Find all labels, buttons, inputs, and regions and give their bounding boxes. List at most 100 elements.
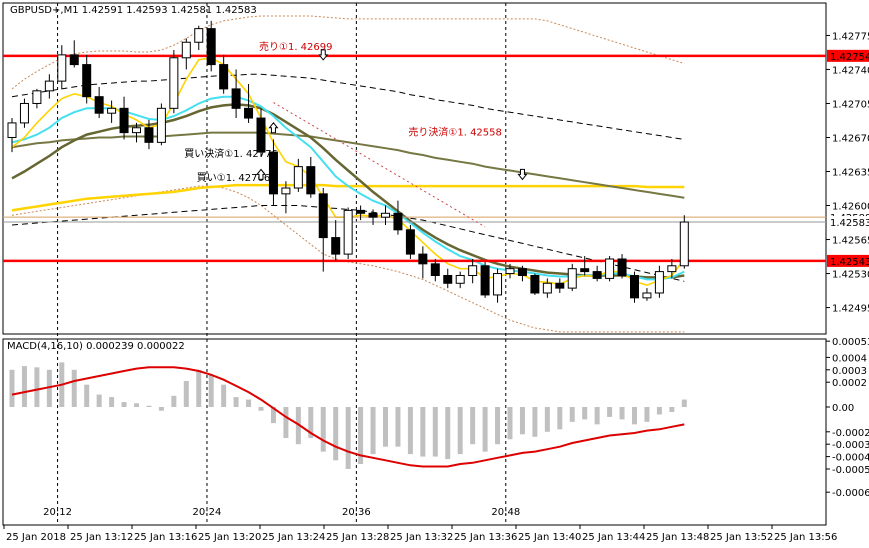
time-gridlines	[57, 3, 507, 525]
candle-bear	[430, 263, 440, 276]
candle	[32, 88, 42, 109]
macd-histogram-bar	[482, 407, 488, 452]
candle	[181, 38, 191, 70]
candle	[194, 25, 204, 51]
candle-bull	[194, 28, 204, 43]
candle-bear	[580, 268, 590, 273]
buy-arrow-icon	[268, 121, 279, 134]
candle-bear	[219, 64, 229, 90]
candle	[132, 122, 141, 143]
candle	[169, 50, 179, 114]
candle-bear	[356, 209, 366, 214]
candle-bull	[381, 212, 390, 218]
macd-histogram-bar	[109, 397, 115, 407]
candle	[144, 119, 154, 150]
macd-histogram-bar	[171, 395, 177, 407]
macd-histogram-bar	[619, 407, 625, 420]
candle-bear	[630, 274, 639, 299]
candle	[517, 265, 527, 282]
candle	[256, 108, 266, 157]
candle	[630, 271, 639, 303]
macd-histogram-bar	[270, 407, 276, 424]
date-label: 25 Jan 13:52	[710, 532, 773, 543]
candle-bear	[530, 274, 540, 294]
macd-histogram-bar	[333, 407, 339, 461]
candle-bull	[343, 209, 353, 255]
candle	[306, 156, 316, 198]
horizontal-lines	[3, 54, 826, 263]
macd-histogram-bar	[470, 407, 476, 445]
price-tick-label: 1.42600	[832, 202, 869, 213]
candle-bull	[455, 274, 465, 284]
macd-histogram-bar	[507, 407, 513, 440]
candle	[505, 263, 515, 279]
candle-bear	[617, 258, 627, 276]
bollinger-upper	[11, 15, 685, 90]
macd-tick-label: 0.00	[832, 403, 854, 414]
candle-bull	[281, 187, 291, 195]
candle-bull	[7, 122, 17, 138]
candle-bull	[542, 282, 552, 294]
date-label: 25 Jan 13:40	[518, 532, 581, 543]
price-panel-frame	[2, 2, 827, 335]
macd-histogram-bar	[46, 369, 52, 407]
price-tick-label: 1.42740	[832, 65, 869, 76]
macd-tick-label: -0.0002	[832, 428, 869, 439]
macd-histogram-bar	[569, 407, 575, 422]
macd-histogram-bar	[519, 407, 525, 435]
macd-histogram-bar	[134, 403, 139, 407]
date-label: 25 Jan 13:44	[582, 532, 645, 543]
candle-bull	[293, 166, 303, 189]
candle-bull	[107, 107, 117, 114]
candle	[331, 220, 341, 261]
macd-histogram-bar	[432, 407, 438, 457]
bid-tag	[827, 216, 869, 229]
macd-histogram-bar	[544, 407, 550, 432]
candle-bear	[69, 54, 79, 66]
macd-tick-label: -0.000687	[832, 488, 869, 499]
candle	[542, 278, 552, 298]
price-tick-label: 1.42705	[832, 99, 869, 110]
candle	[443, 268, 453, 289]
candle	[455, 271, 465, 289]
candle-bear	[231, 88, 241, 109]
candle-bear	[517, 268, 527, 276]
candle-bull	[605, 258, 615, 279]
candle-bear	[592, 271, 602, 279]
date-label: 25 Jan 13:48	[646, 532, 709, 543]
candle-bull	[567, 268, 577, 289]
macd-histogram-bar	[445, 407, 451, 460]
trade-label: 買い決済①1. 42776	[184, 147, 277, 160]
date-label: 25 Jan 13:16	[134, 532, 197, 543]
macd-histogram-bar	[407, 407, 413, 455]
macd-histogram-bar	[582, 407, 588, 420]
candle-bear	[94, 96, 104, 114]
macd-histogram-bar	[21, 366, 27, 407]
buy-arrow-icon	[255, 168, 267, 180]
candle-bull	[156, 107, 166, 143]
candle	[605, 256, 615, 282]
sell-arrow-icon	[517, 168, 528, 181]
candle	[468, 258, 478, 284]
candle	[418, 246, 428, 279]
macd-tick-label: 0.0003	[832, 366, 867, 377]
macd-signal-line	[11, 366, 685, 468]
candle	[268, 139, 278, 206]
time-label: 20:12	[43, 507, 72, 518]
bid-tag-label: 1.42583	[830, 218, 869, 229]
candle	[44, 74, 54, 99]
macd-tick-label: -0.0003	[832, 440, 869, 451]
candle-bear	[418, 253, 428, 265]
macd-histogram-bar	[594, 407, 600, 425]
candle-bull	[505, 268, 515, 275]
candle-bear	[405, 229, 415, 255]
date-label: 25 Jan 13:24	[262, 532, 325, 543]
envelope-lower	[11, 205, 685, 282]
macd-histogram-bar	[420, 407, 426, 457]
date-label: 25 Jan 13:36	[454, 532, 517, 543]
candle	[642, 288, 652, 301]
candle	[7, 118, 17, 153]
candle-bear	[306, 166, 316, 195]
